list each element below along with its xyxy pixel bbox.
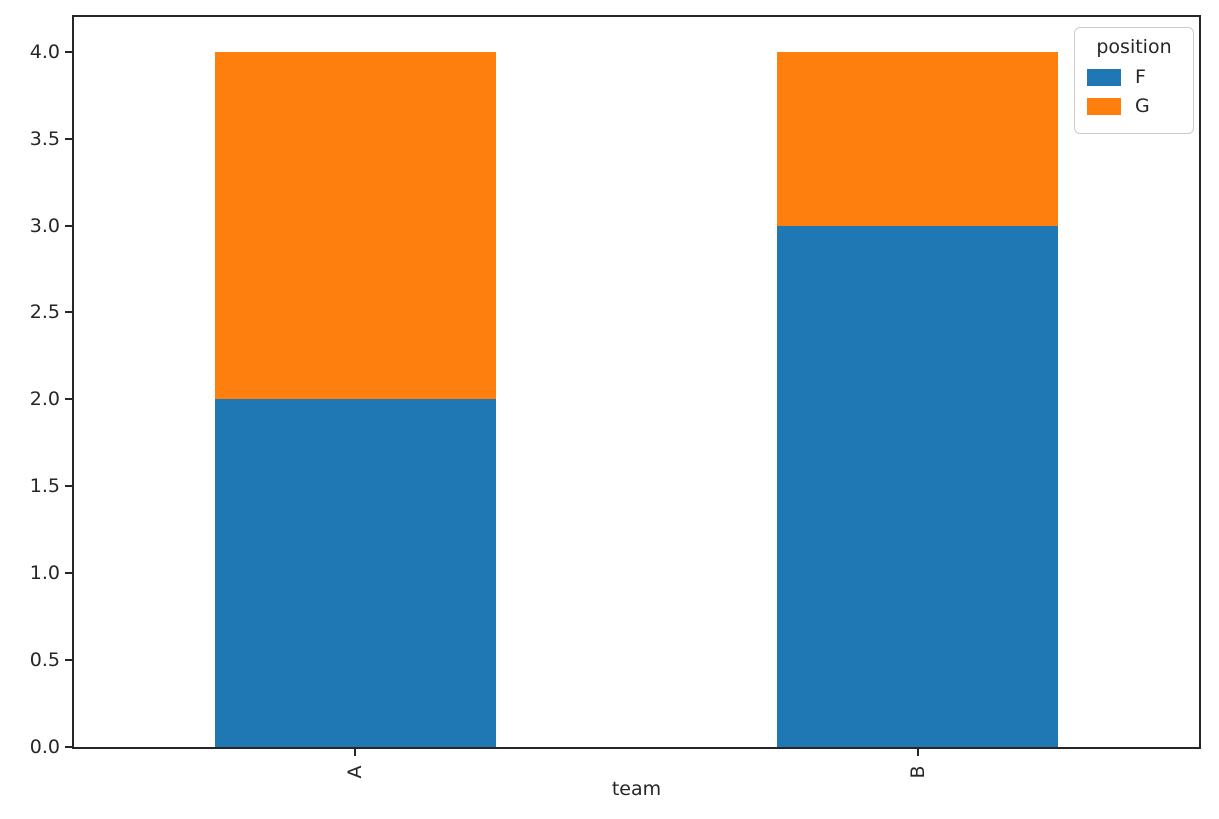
x-tick-label-B: B <box>906 765 929 779</box>
legend-entry-G: G <box>1087 95 1183 117</box>
y-tick-label-4.0: 4.0 <box>29 40 60 63</box>
legend-title: position <box>1096 36 1172 58</box>
y-tick-mark-0.5 <box>65 659 72 662</box>
bar-segment-A-G <box>214 51 496 400</box>
y-tick-label-2.0: 2.0 <box>29 388 60 411</box>
y-tick-label-0.5: 0.5 <box>29 649 60 672</box>
y-tick-label-1.0: 1.0 <box>29 562 60 585</box>
y-tick-label-3.5: 3.5 <box>29 127 60 150</box>
y-tick-mark-3.0 <box>65 224 72 227</box>
legend-label-F: F <box>1135 66 1146 88</box>
y-tick-mark-2.5 <box>65 311 72 314</box>
y-tick-mark-0.0 <box>65 746 72 748</box>
legend-label-G: G <box>1135 95 1150 117</box>
y-tick-mark-1.5 <box>65 485 72 488</box>
y-tick-mark-3.5 <box>65 137 72 140</box>
legend-entry-F: F <box>1087 66 1183 88</box>
y-tick-label-1.5: 1.5 <box>29 475 60 498</box>
y-tick-mark-4.0 <box>65 50 72 53</box>
y-tick-label-2.5: 2.5 <box>29 301 60 324</box>
legend-swatch-G <box>1087 97 1121 115</box>
bar-segment-B-F <box>777 225 1059 747</box>
bar-segment-B-G <box>777 51 1059 226</box>
plot-area: A B 0.0 0.5 1.0 1.5 2.0 2.5 3.0 3.5 4.0 position F… <box>30 15 1201 779</box>
y-tick-mark-2.0 <box>65 398 72 401</box>
bar-segment-A-F <box>214 399 496 747</box>
x-axis-label: team <box>611 778 662 800</box>
x-tick-label-A: A <box>344 765 367 779</box>
y-tick-mark-1.0 <box>65 572 72 575</box>
legend-swatch-F <box>1087 68 1121 86</box>
y-tick-label-3.0: 3.0 <box>29 214 60 237</box>
y-tick-label-0.0: 0.0 <box>29 736 60 758</box>
x-tick-mark-A <box>354 749 357 756</box>
x-tick-mark-B <box>916 749 919 756</box>
